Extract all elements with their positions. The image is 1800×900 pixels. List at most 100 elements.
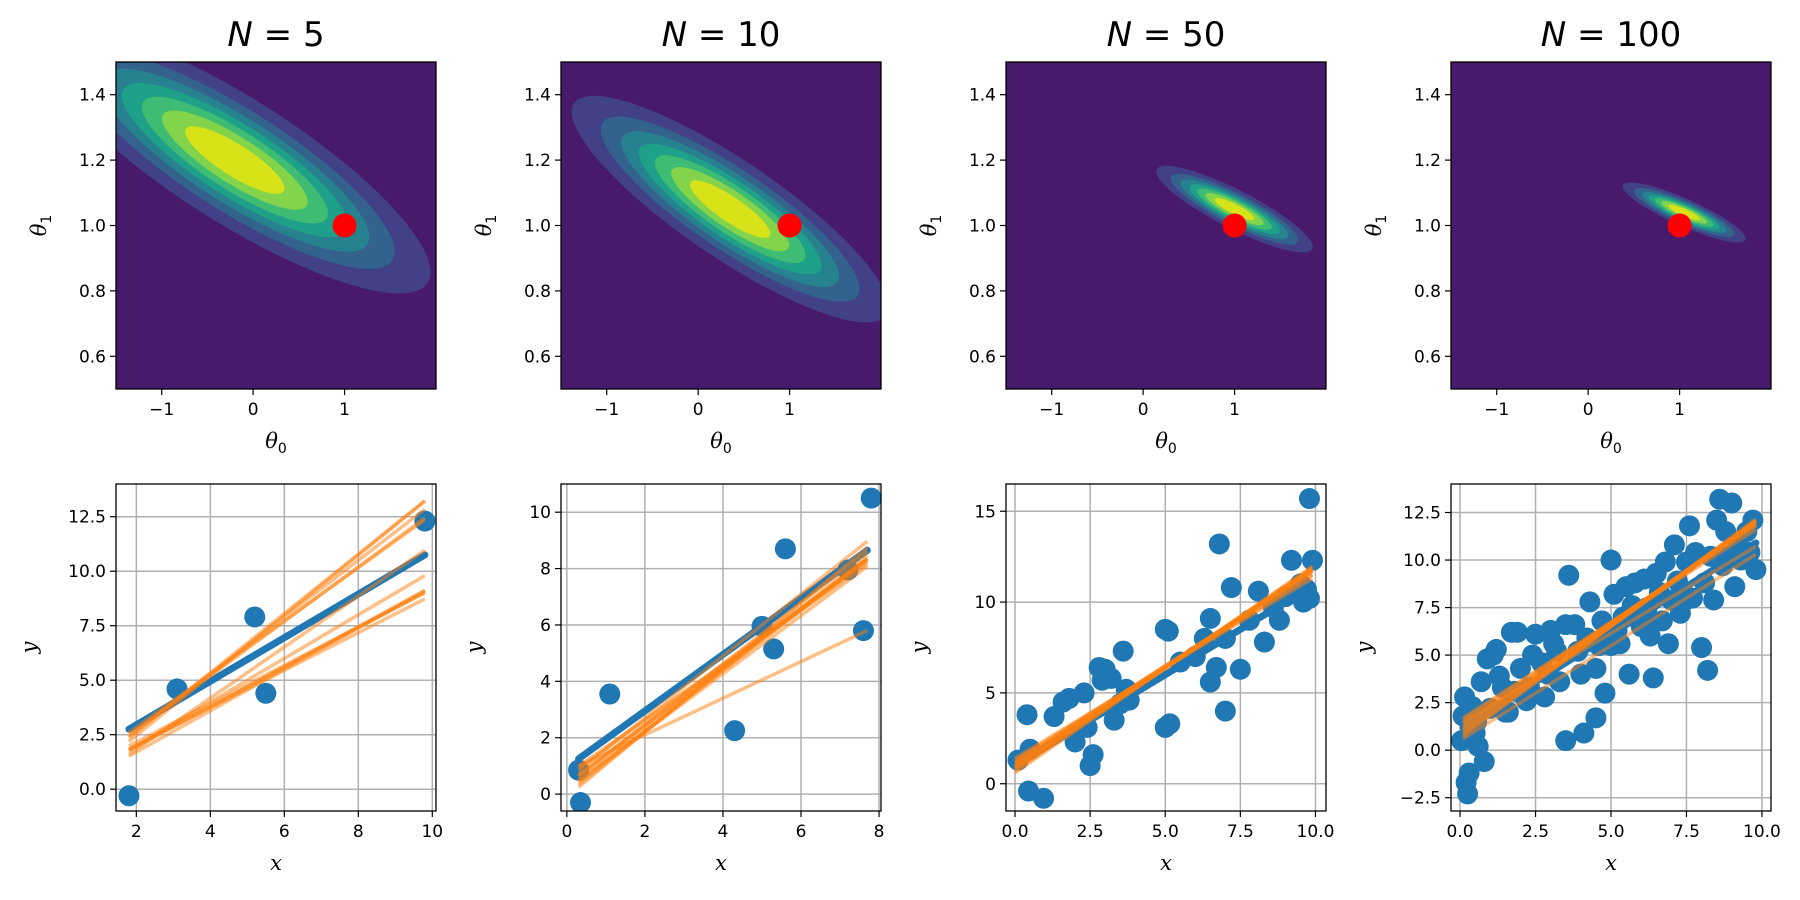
data-point [1229,658,1251,680]
data-point [1485,638,1507,660]
plot-area [118,499,436,807]
x-tick-label: 0 [1583,400,1594,420]
data-point [1506,621,1528,643]
x-tick-label: 7.5 [1673,822,1700,842]
data-point [244,606,266,628]
x-tick-label: 10 [421,822,443,842]
x-tick-label: 1 [784,400,795,420]
plot-area [1007,488,1323,809]
x-tick-label: 1 [339,400,350,420]
data-point [1691,637,1713,658]
data-point [1657,633,1679,655]
data-point [1220,577,1242,599]
y-tick-label: 5.0 [79,671,106,691]
y-tick-label: 0.0 [1414,741,1441,761]
y-tick-label: 12.5 [68,508,106,528]
data-point [1618,663,1640,685]
data-point [1573,722,1595,744]
x-tick-label: 10.0 [1297,822,1335,842]
y-tick-label: 1.2 [1414,151,1441,171]
y-tick-label: 10 [529,503,551,523]
y-axis-label: y [17,640,41,654]
y-axis-label: y [907,640,931,654]
x-tick-label: 2 [131,822,142,842]
y-tick-label: 7.5 [79,617,106,637]
contour-fills [116,62,431,294]
posterior-panel: N = 100 −1 0 1 0.6 0.8 1.0 1.2 1.4 θ0 θ1 [1362,15,1772,457]
x-tick-label: −1 [1484,400,1509,420]
y-tick-label: 1.0 [79,217,106,237]
plot-area [568,487,881,811]
y-tick-label: −2.5 [1400,789,1441,809]
data-point [1600,549,1622,571]
contour-level [185,126,285,194]
contour-fills [1622,182,1746,243]
x-tick-label: 0 [693,400,704,420]
y-tick-label: 10.0 [68,562,106,582]
data-point [1585,707,1607,729]
true-parameter-marker [1667,213,1692,238]
x-axis-label: x [1160,851,1172,875]
data-point [1205,656,1227,678]
y-tick-label: 1.2 [969,151,996,171]
data-point [1669,602,1691,624]
data-point [1103,709,1125,731]
sample-regression-line [128,597,426,751]
data-point [1157,620,1179,642]
x-tick-label: 4 [718,822,729,842]
data-point [1033,787,1055,809]
y-tick-label: 10 [974,593,996,613]
y-axis-label: θ1 [472,215,500,237]
x-tick-label: −1 [1039,400,1064,420]
data-point [1745,559,1767,581]
data-point [1100,667,1122,689]
sample-regression-line [577,628,869,768]
regression-panel: 0 2 4 6 8 0 2 4 6 8 10 x y [462,483,884,875]
y-tick-label: 1.0 [969,217,996,237]
x-tick-label: 0 [1138,400,1149,420]
y-tick-label: 1.4 [524,86,551,106]
data-point [1457,783,1479,805]
true-parameter-marker [1222,213,1247,238]
y-tick-label: 1.2 [524,151,551,171]
contour-level [1668,204,1700,220]
y-tick-label: 1.2 [79,151,106,171]
regression-panel: 2 4 6 8 10 0.0 2.5 5.0 7.5 10.0 12.5 x y [17,483,443,875]
data-point [774,538,796,560]
data-point [1268,609,1290,631]
data-point [1703,589,1725,611]
y-tick-label: 0.6 [524,347,551,367]
y-axis-label: θ1 [917,215,945,237]
data-point [763,638,785,660]
data-point [1639,625,1661,647]
x-tick-label: 4 [205,822,216,842]
data-point [1112,640,1134,662]
y-axis-label: y [462,640,486,654]
x-axis-label: x [1605,851,1617,875]
x-tick-label: 0 [248,400,259,420]
data-point [1016,704,1038,726]
y-tick-label: 1.4 [1414,86,1441,106]
contour-fills [1156,165,1313,253]
data-point [1488,665,1510,687]
regression-panel: 0.0 2.5 5.0 7.5 10.0 −2.5 0.0 2.5 5.0 7.5 10.0 12.5… [1352,483,1781,875]
subplot-title: N = 5 [227,15,324,55]
posterior-panel: N = 50 −1 0 1 0.6 0.8 1.0 1.2 1.4 θ0 θ1 [917,15,1327,457]
data-point [1555,730,1577,752]
data-point [1073,682,1095,704]
sample-regression-line [577,545,869,789]
data-point [1473,751,1495,773]
y-tick-label: 1.0 [1414,217,1441,237]
x-tick-label: 0.0 [1447,822,1474,842]
data-point [1654,551,1676,573]
x-tick-label: 6 [279,822,290,842]
data-point [1509,657,1531,679]
x-tick-label: 5.0 [1597,822,1624,842]
y-tick-label: 0.8 [524,282,551,302]
x-axis-label: θ0 [265,429,287,457]
data-point [1470,671,1492,693]
x-tick-label: 2.5 [1522,822,1549,842]
y-tick-label: 0.6 [969,347,996,367]
